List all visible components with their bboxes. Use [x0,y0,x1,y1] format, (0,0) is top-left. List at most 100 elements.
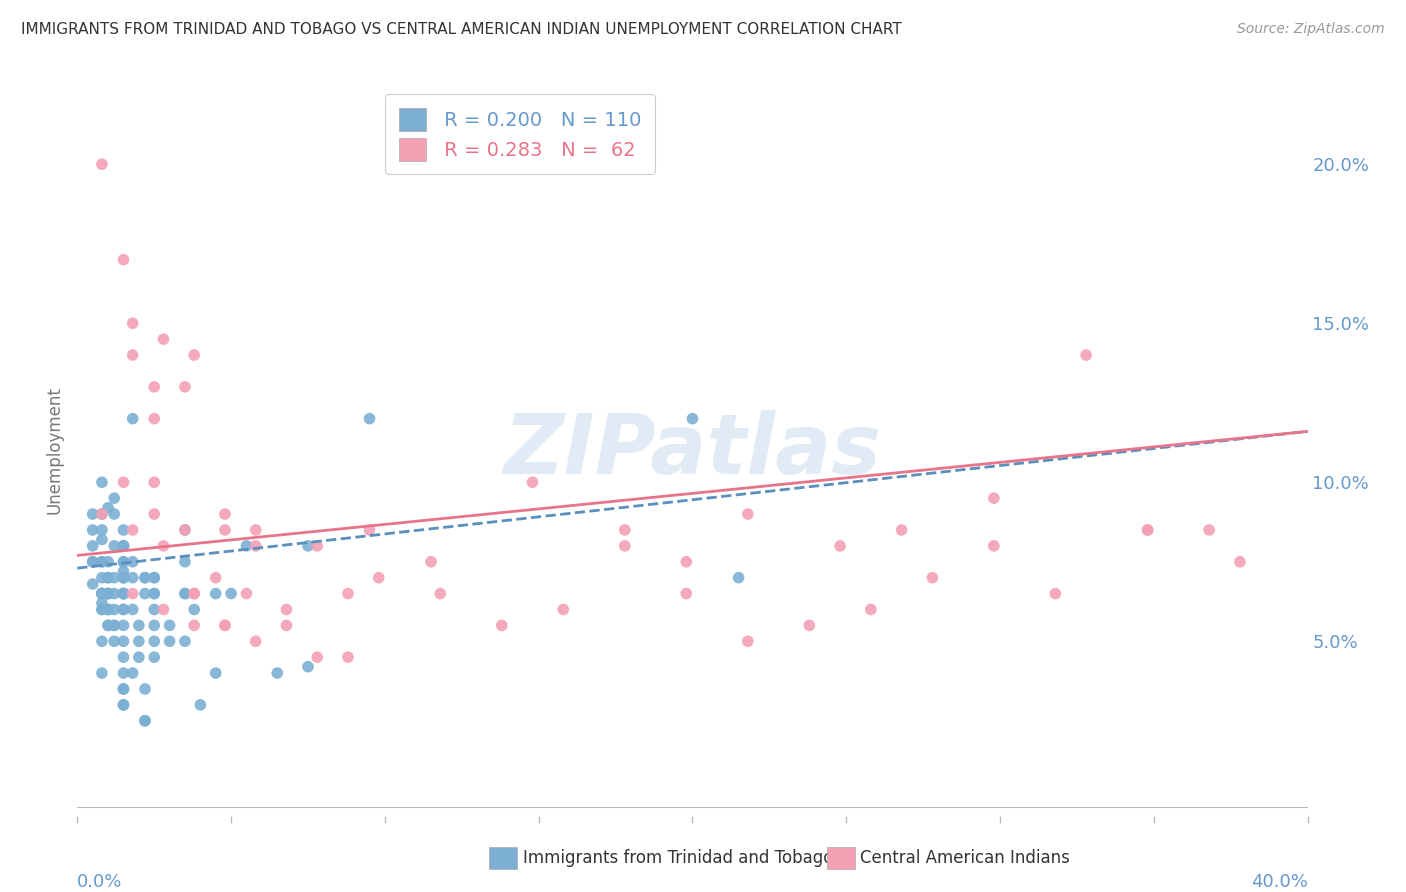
Point [112,586,135,600]
Point [97,586,120,600]
Point [121,602,143,616]
Point [143,507,166,521]
Point [97,500,120,515]
Point [112,539,135,553]
Point [152,332,174,346]
Point [307,650,329,665]
Point [112,698,135,712]
Point [112,586,135,600]
Text: Immigrants from Trinidad and Tobago: Immigrants from Trinidad and Tobago [523,849,834,867]
Point [553,602,575,616]
Point [90,533,114,547]
Point [82,523,104,537]
Point [128,650,150,665]
Point [112,475,135,490]
Point [174,634,197,648]
Point [112,555,135,569]
Point [90,507,114,521]
Point [188,698,212,712]
Point [143,602,166,616]
Point [143,586,166,600]
Point [112,634,135,648]
Point [276,602,298,616]
Y-axis label: Unemployment: Unemployment [45,386,63,515]
Point [97,586,120,600]
Point [112,523,135,537]
Point [183,348,205,362]
Point [1136,523,1159,537]
Point [97,571,120,585]
Text: ZIPatlas: ZIPatlas [503,410,882,491]
Point [174,586,197,600]
Point [214,618,236,632]
Point [359,523,381,537]
Point [420,555,443,569]
Point [1136,523,1159,537]
Point [103,618,125,632]
Point [97,555,120,569]
Point [266,666,288,681]
Point [890,523,912,537]
Point [159,618,181,632]
Legend:  R = 0.200   N = 110,  R = 0.283   N =  62: R = 0.200 N = 110, R = 0.283 N = 62 [385,95,655,174]
Text: Central American Indians: Central American Indians [860,849,1070,867]
Point [90,586,114,600]
Text: Source: ZipAtlas.com: Source: ZipAtlas.com [1237,22,1385,37]
Point [112,539,135,553]
Point [82,577,104,591]
Point [82,555,104,569]
Point [103,586,125,600]
Point [359,411,381,425]
Point [307,539,329,553]
Point [235,539,257,553]
Point [183,618,205,632]
Point [727,571,749,585]
Point [112,571,135,585]
Text: 0.0%: 0.0% [77,873,122,891]
Point [90,634,114,648]
Text: 40.0%: 40.0% [1251,873,1308,891]
Point [143,650,166,665]
Point [90,602,114,616]
Point [134,571,156,585]
Point [1198,523,1220,537]
Point [112,618,135,632]
Point [97,618,120,632]
Point [143,411,166,425]
Point [103,634,125,648]
Point [235,586,257,600]
Point [613,523,636,537]
Point [90,586,114,600]
Point [134,681,156,696]
Point [219,586,242,600]
Point [204,586,226,600]
Point [367,571,389,585]
Point [174,380,197,394]
Point [491,618,513,632]
Point [82,539,104,553]
Point [214,523,236,537]
Point [983,491,1005,505]
Point [112,571,135,585]
Point [121,666,143,681]
Point [90,157,114,171]
Point [112,602,135,616]
Point [97,586,120,600]
Point [675,586,697,600]
Point [859,602,882,616]
Point [103,602,125,616]
Point [121,316,143,330]
Point [830,539,852,553]
Point [183,586,205,600]
Point [429,586,451,600]
Point [276,618,298,632]
Point [134,586,156,600]
Point [245,539,267,553]
Point [1045,586,1067,600]
Point [121,523,143,537]
Point [112,571,135,585]
Point [112,666,135,681]
Point [121,586,143,600]
Point [121,348,143,362]
Point [174,523,197,537]
